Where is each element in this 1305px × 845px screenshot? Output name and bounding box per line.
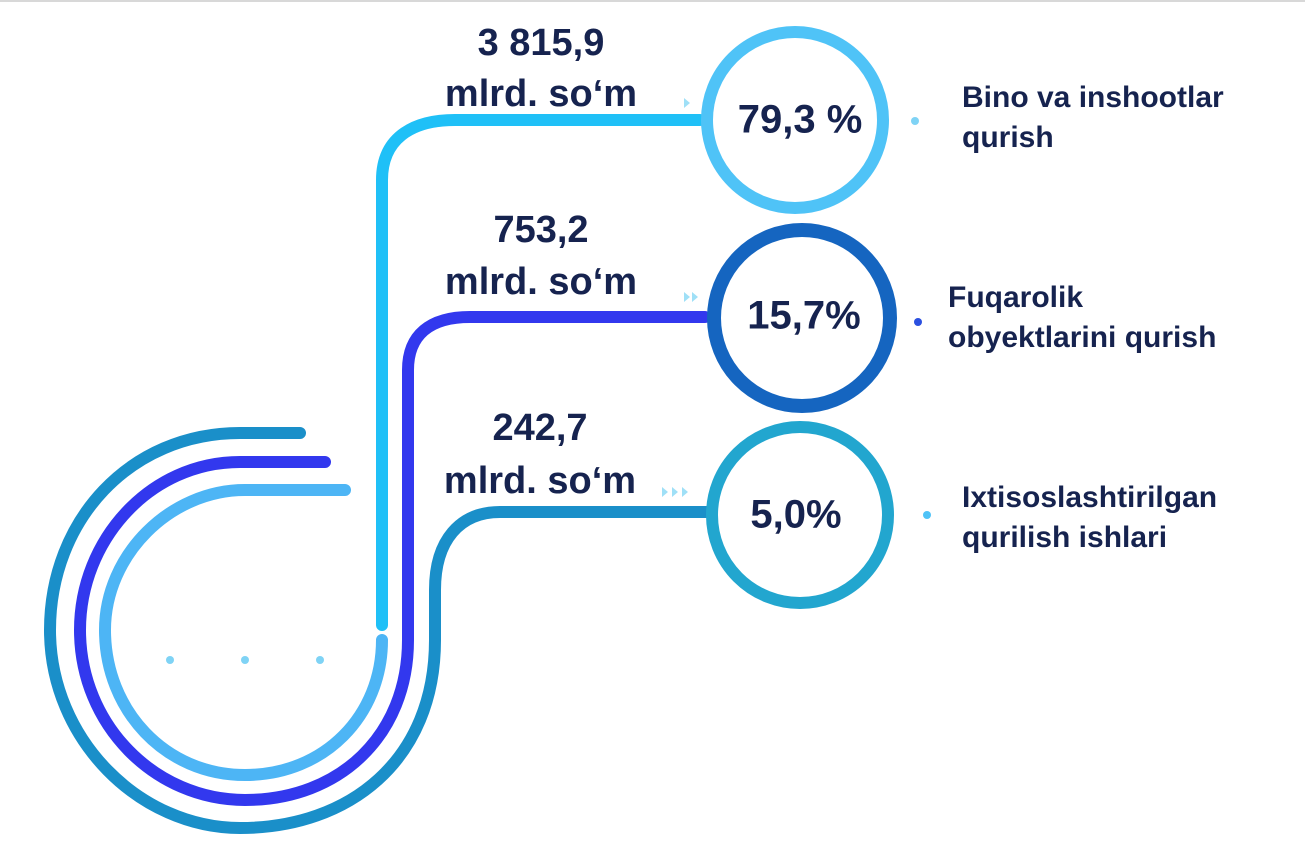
percent: 79,3 % — [738, 98, 863, 142]
flow-line — [376, 114, 706, 631]
circle — [706, 421, 894, 609]
unit: mlrd. so‘m — [445, 261, 637, 303]
dot — [241, 656, 249, 664]
flow-line — [73, 311, 711, 807]
dot — [911, 117, 919, 125]
label: Ixtisoslashtirilgan — [962, 481, 1217, 514]
dot — [914, 318, 922, 326]
dot — [316, 656, 324, 664]
label: qurilish ishlari — [962, 521, 1167, 554]
circle — [707, 223, 897, 413]
amount: 242,7 — [492, 407, 587, 449]
percent: 5,0% — [750, 493, 841, 537]
flow-line — [43, 427, 716, 835]
unit: mlrd. so‘m — [444, 460, 636, 502]
arrow — [684, 292, 698, 302]
percent: 15,7% — [747, 294, 860, 338]
arrow — [662, 487, 688, 497]
circle — [701, 26, 889, 214]
label: Fuqarolik — [948, 281, 1083, 314]
label: qurish — [962, 121, 1054, 154]
amount: 753,2 — [493, 209, 588, 251]
flow-line — [98, 484, 388, 782]
label: obyektlarini qurish — [948, 321, 1216, 354]
label: Bino va inshootlar — [962, 81, 1224, 114]
amount: 3 815,9 — [478, 22, 605, 64]
dot — [166, 656, 174, 664]
arrow — [684, 98, 690, 108]
dot — [923, 511, 931, 519]
unit: mlrd. so‘m — [445, 73, 637, 115]
